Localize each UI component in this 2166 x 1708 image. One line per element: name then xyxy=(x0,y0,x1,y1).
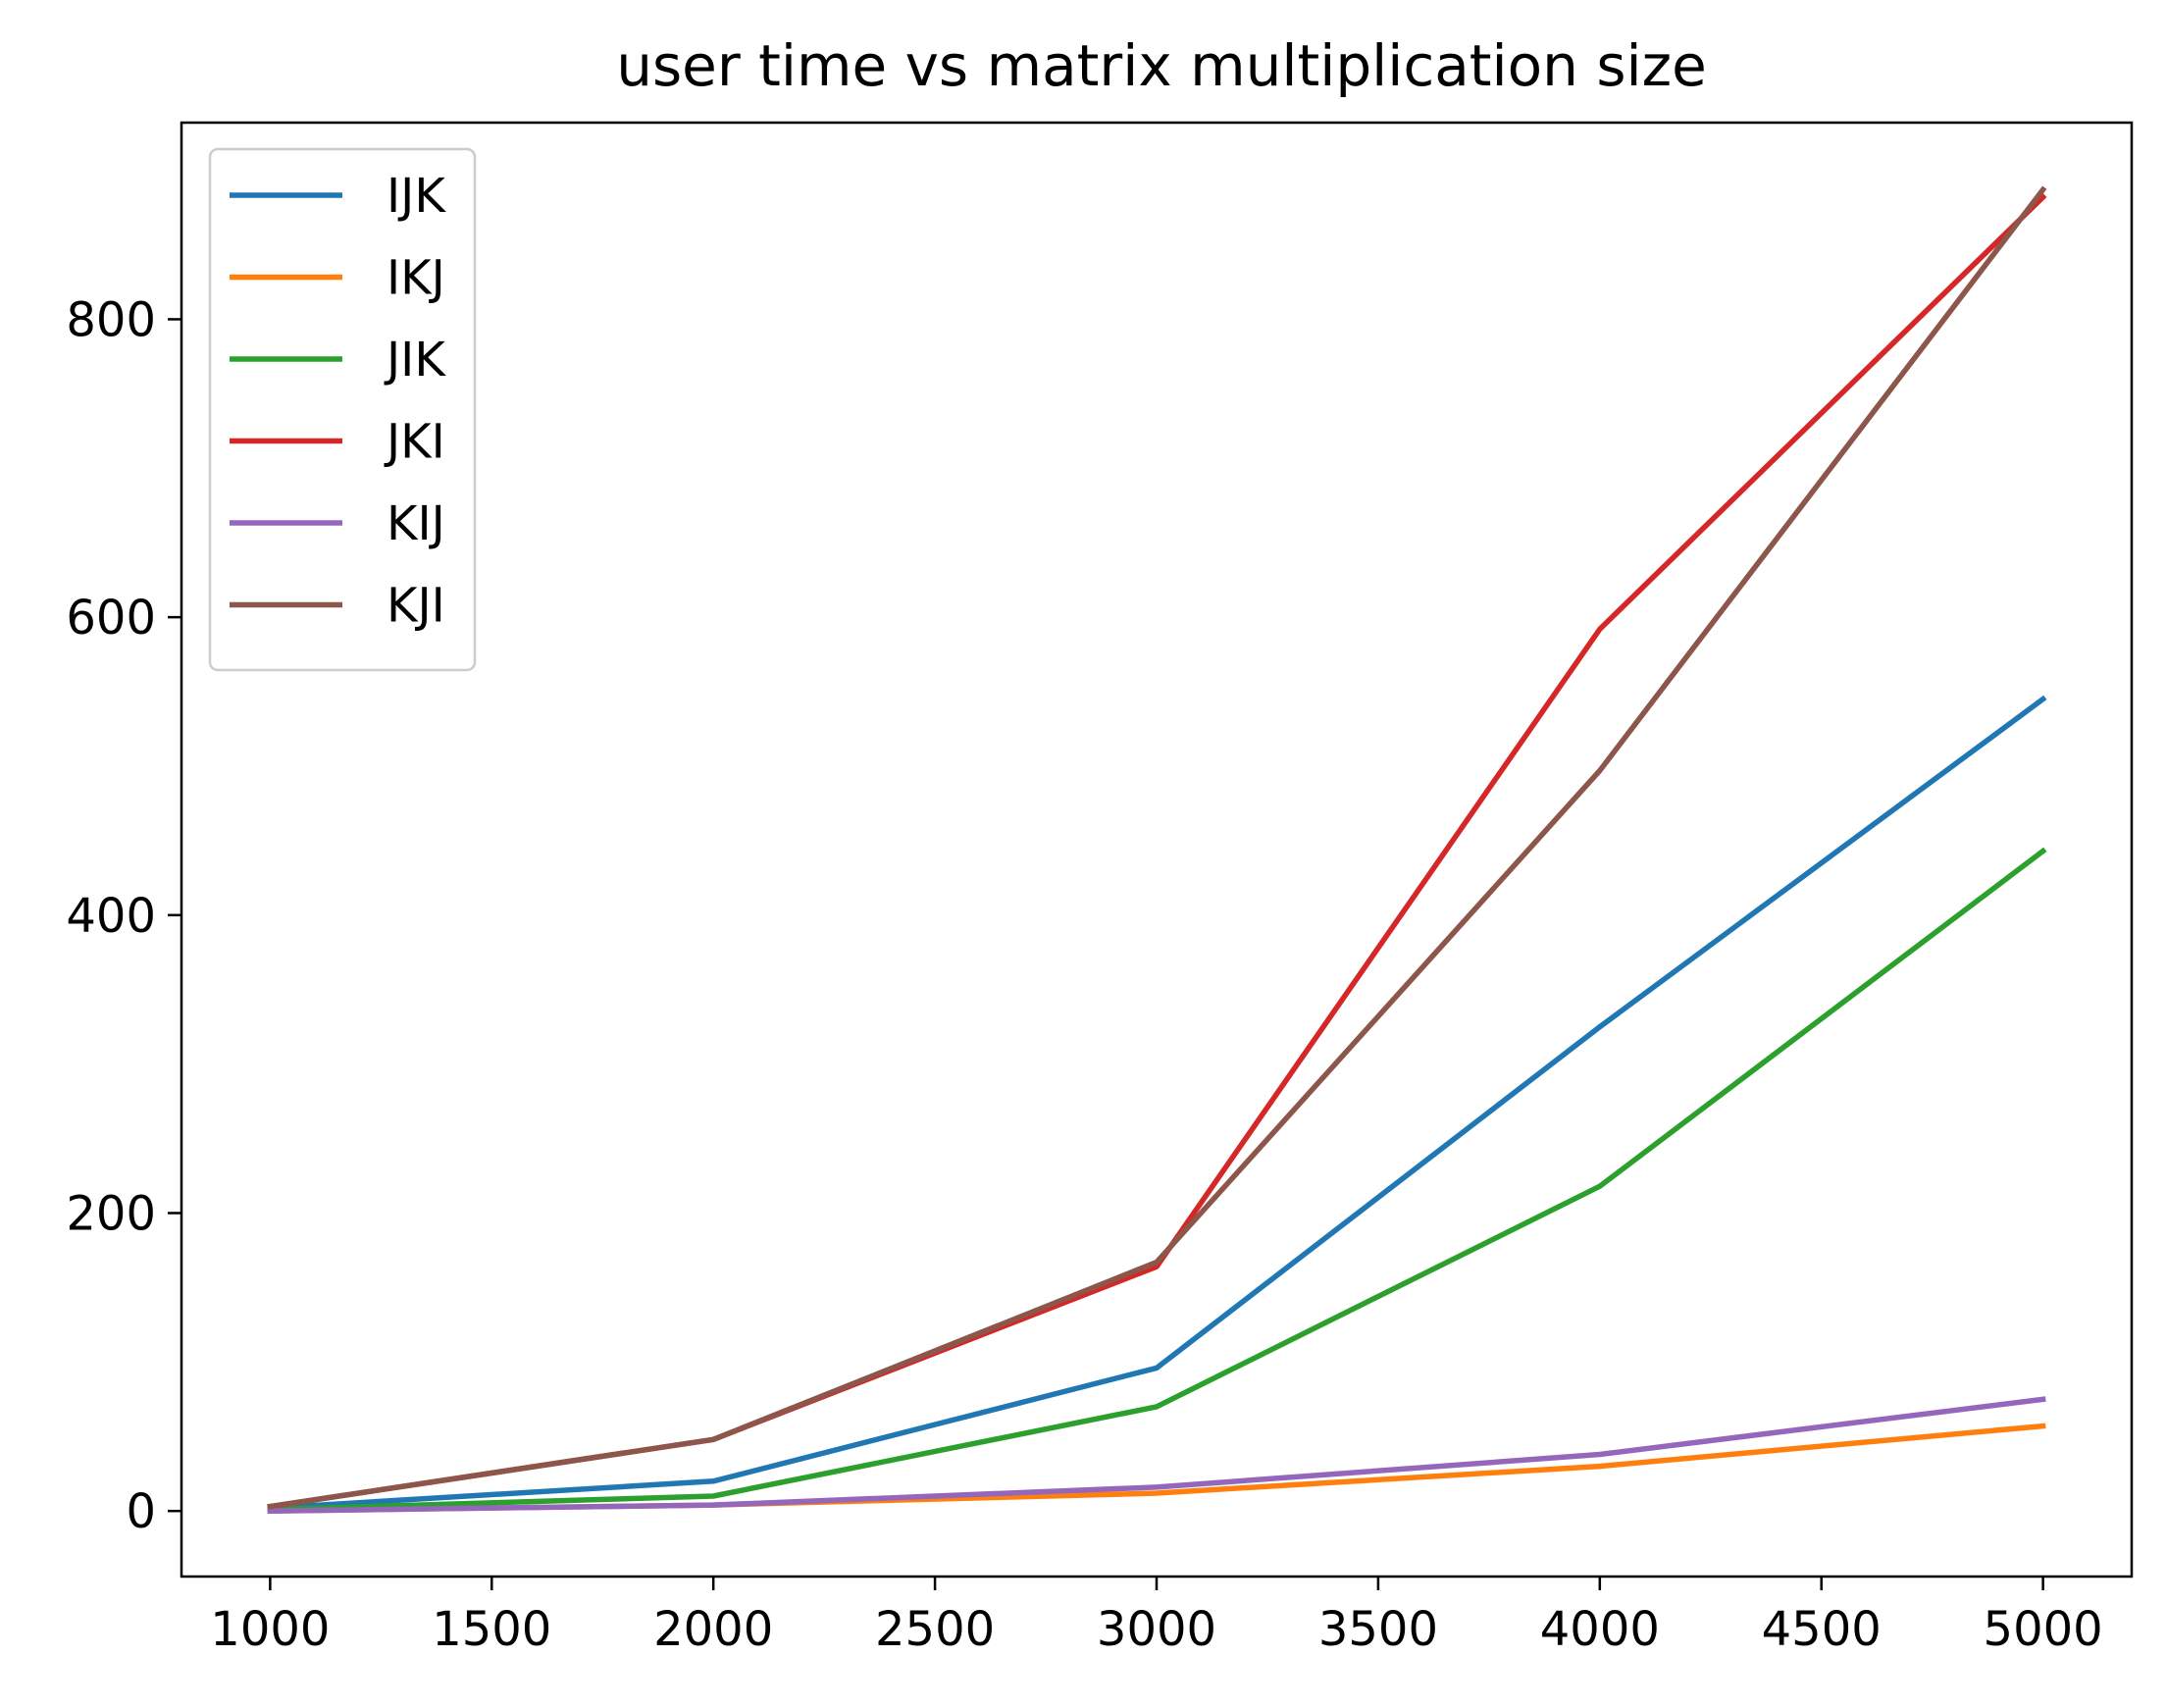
x-tick-label: 2000 xyxy=(653,1602,773,1657)
y-tick-label: 400 xyxy=(66,889,156,944)
y-tick-label: 0 xyxy=(126,1484,156,1539)
x-tick-label: 4000 xyxy=(1540,1602,1660,1657)
chart-title: user time vs matrix multiplication size xyxy=(616,32,1707,99)
legend-label-kij: KIJ xyxy=(387,496,445,551)
legend-label-jik: JIK xyxy=(384,333,446,388)
y-tick-label: 800 xyxy=(66,292,156,347)
legend-label-jki: JKI xyxy=(384,415,445,470)
y-tick-label: 200 xyxy=(66,1187,156,1242)
legend-label-ijk: IJK xyxy=(387,169,446,224)
x-tick-label: 2500 xyxy=(875,1602,995,1657)
x-tick-label: 4500 xyxy=(1762,1602,1882,1657)
series-line-ijk xyxy=(267,695,2047,1512)
series-line-kij xyxy=(267,1396,2046,1514)
x-tick-label: 5000 xyxy=(1984,1602,2103,1657)
legend-label-kji: KJI xyxy=(387,579,445,634)
series-layer xyxy=(267,185,2047,1514)
x-tick-label: 3000 xyxy=(1097,1602,1216,1657)
x-tick-label: 1500 xyxy=(432,1602,551,1657)
legend: IJK IKJ JIK JKI KIJ KJI xyxy=(208,147,477,672)
series-line-jik xyxy=(267,847,2047,1513)
x-tick-label: 1000 xyxy=(210,1602,330,1657)
legend-label-ikj: IKJ xyxy=(387,251,445,306)
x-tick-label: 3500 xyxy=(1318,1602,1438,1657)
series-line-kji xyxy=(267,185,2047,1510)
y-axis: 0 200 400 600 800 xyxy=(66,292,181,1539)
x-axis: 1000 1500 2000 2500 3000 3500 4000 4500 5000 xyxy=(210,1577,2103,1657)
y-tick-label: 600 xyxy=(66,591,156,646)
